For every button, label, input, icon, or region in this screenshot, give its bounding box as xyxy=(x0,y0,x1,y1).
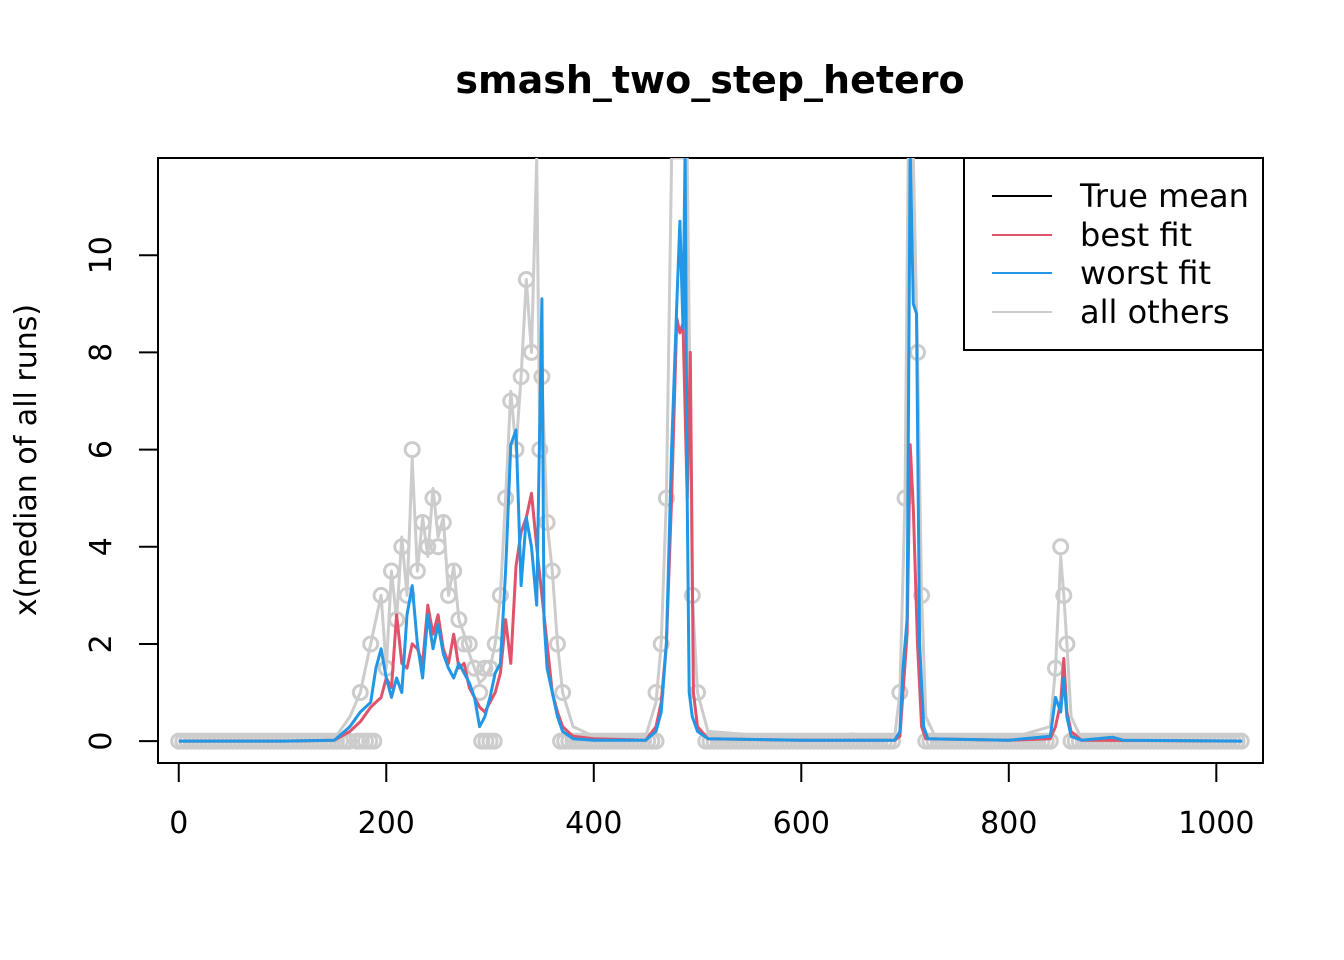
x-tick-label: 400 xyxy=(565,806,622,841)
observation-point xyxy=(419,538,437,556)
x-tick-label: 600 xyxy=(773,806,830,841)
observation-point xyxy=(414,513,432,531)
observation-point xyxy=(1058,635,1076,653)
y-tick-label: 6 xyxy=(84,440,119,459)
observation-point xyxy=(523,343,541,361)
legend-label-best-fit: best fit xyxy=(1080,216,1192,254)
legend-box xyxy=(963,157,1264,351)
x-tick-label: 800 xyxy=(980,806,1037,841)
y-tick-label: 2 xyxy=(84,634,119,653)
observation-point xyxy=(543,562,561,580)
observation-point xyxy=(445,562,463,580)
x-tick-label: 200 xyxy=(358,806,415,841)
legend-label-worst-fit: worst fit xyxy=(1080,254,1211,292)
plot-area xyxy=(170,158,1250,750)
series-best-fit-line xyxy=(178,316,1243,743)
observation-point xyxy=(403,441,421,459)
observation-point xyxy=(1055,586,1073,604)
series-worst-fit-line xyxy=(178,158,1243,743)
observation-point xyxy=(538,513,556,531)
observation-point xyxy=(1052,538,1070,556)
observation-point xyxy=(351,684,369,702)
observation-point xyxy=(424,489,442,507)
x-axis: 0 200 400 600 800 1000 xyxy=(169,762,1254,841)
observation-point xyxy=(408,562,426,580)
observation-point xyxy=(485,732,503,750)
observation-point xyxy=(554,684,572,702)
observation-point xyxy=(429,538,447,556)
legend-label-true-mean: True mean xyxy=(1079,177,1249,215)
observation-point xyxy=(460,635,478,653)
y-axis: 0 2 4 6 8 10 xyxy=(84,236,159,751)
observation-point xyxy=(512,368,530,386)
observation-point xyxy=(393,538,411,556)
observation-point xyxy=(362,635,380,653)
legend-label-all-others: all others xyxy=(1080,293,1229,331)
x-tick-label: 0 xyxy=(169,806,188,841)
observation-point xyxy=(465,659,483,677)
observation-point xyxy=(548,635,566,653)
observation-point xyxy=(502,392,520,410)
observation-point xyxy=(450,611,468,629)
y-tick-label: 8 xyxy=(84,343,119,362)
observation-point xyxy=(891,684,909,702)
observation-point xyxy=(434,513,452,531)
y-tick-label: 4 xyxy=(84,537,119,556)
observation-point xyxy=(652,635,670,653)
observation-point xyxy=(455,635,473,653)
chart-title: smash_two_step_hetero xyxy=(455,58,964,102)
observation-point xyxy=(657,489,675,507)
observation-point xyxy=(476,659,494,677)
observation-point xyxy=(517,270,535,288)
observation-point xyxy=(647,732,665,750)
observation-point xyxy=(340,732,358,750)
x-tick-label: 1000 xyxy=(1178,806,1254,841)
observation-point xyxy=(372,586,390,604)
observation-point xyxy=(382,562,400,580)
y-tick-label: 10 xyxy=(84,236,119,274)
y-tick-label: 0 xyxy=(84,732,119,751)
observation-point xyxy=(497,489,515,507)
observation-point xyxy=(440,586,458,604)
observation-point xyxy=(365,732,383,750)
observation-point xyxy=(491,586,509,604)
y-axis-label: x(median of all runs) xyxy=(9,304,44,616)
